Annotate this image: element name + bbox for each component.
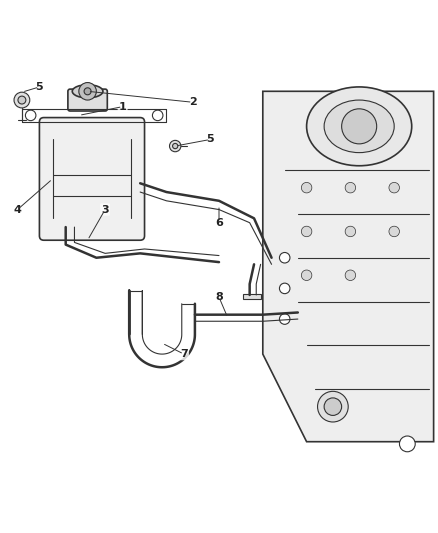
Circle shape	[25, 110, 36, 120]
Text: 3: 3	[101, 205, 109, 215]
Circle shape	[279, 283, 290, 294]
Text: 4: 4	[14, 205, 21, 215]
Circle shape	[345, 270, 356, 280]
Ellipse shape	[307, 87, 412, 166]
Ellipse shape	[72, 85, 103, 98]
Circle shape	[279, 253, 290, 263]
Text: 1: 1	[119, 102, 127, 111]
FancyBboxPatch shape	[68, 89, 107, 111]
FancyBboxPatch shape	[243, 294, 261, 300]
Circle shape	[301, 226, 312, 237]
Text: 7: 7	[180, 349, 188, 359]
Circle shape	[389, 226, 399, 237]
Text: 6: 6	[215, 217, 223, 228]
Circle shape	[79, 83, 96, 100]
Text: 5: 5	[35, 82, 43, 92]
Circle shape	[84, 88, 91, 95]
Circle shape	[279, 314, 290, 324]
Circle shape	[324, 398, 342, 415]
Circle shape	[342, 109, 377, 144]
Circle shape	[345, 226, 356, 237]
Text: 2: 2	[189, 97, 197, 107]
Circle shape	[18, 96, 26, 104]
Circle shape	[345, 182, 356, 193]
Ellipse shape	[324, 100, 394, 152]
Circle shape	[318, 391, 348, 422]
FancyBboxPatch shape	[39, 118, 145, 240]
Text: 8: 8	[215, 292, 223, 302]
Text: 5: 5	[206, 134, 214, 144]
Circle shape	[265, 253, 278, 266]
Polygon shape	[263, 91, 434, 442]
Circle shape	[399, 436, 415, 452]
Circle shape	[14, 92, 30, 108]
Circle shape	[173, 143, 178, 149]
Circle shape	[389, 182, 399, 193]
Circle shape	[301, 182, 312, 193]
Circle shape	[170, 140, 181, 152]
Circle shape	[152, 110, 163, 120]
Circle shape	[301, 270, 312, 280]
